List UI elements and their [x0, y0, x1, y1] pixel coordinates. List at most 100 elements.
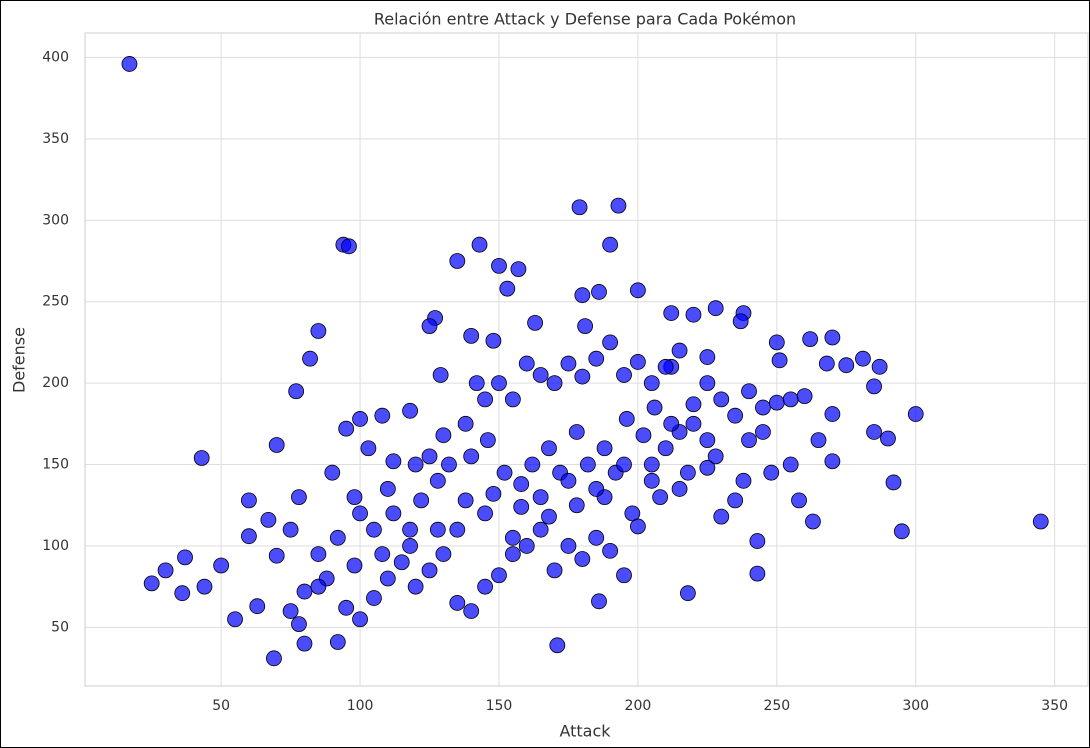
point: [855, 350, 871, 367]
point: [421, 448, 438, 465]
point: [513, 476, 530, 492]
point: [782, 456, 799, 473]
point: [282, 521, 299, 538]
point: [352, 411, 368, 427]
point: [477, 578, 493, 595]
point: [763, 464, 780, 481]
point: [707, 448, 724, 465]
y-tick-label: 250: [42, 294, 69, 310]
point: [241, 492, 257, 509]
point: [596, 440, 613, 457]
point: [727, 492, 744, 509]
point: [393, 554, 410, 571]
point: [574, 287, 591, 304]
point: [818, 355, 835, 372]
point: [402, 538, 418, 554]
point: [838, 357, 855, 374]
point: [643, 472, 660, 489]
point: [602, 542, 619, 559]
point: [579, 456, 596, 473]
point: [574, 368, 591, 385]
point: [468, 375, 485, 392]
point: [755, 399, 771, 416]
point: [866, 424, 882, 440]
point: [338, 420, 355, 437]
point: [449, 595, 466, 611]
point: [713, 391, 730, 408]
point: [374, 546, 391, 562]
point: [227, 611, 243, 628]
point: [527, 314, 543, 331]
point: [260, 512, 277, 528]
point: [249, 598, 266, 615]
point: [296, 583, 313, 600]
point: [432, 367, 449, 383]
point: [768, 334, 785, 351]
point: [366, 521, 382, 538]
point: [791, 492, 807, 509]
point: [532, 489, 549, 506]
point: [407, 578, 424, 595]
point: [346, 557, 363, 574]
point: [699, 459, 716, 476]
point: [385, 505, 402, 522]
point: [574, 551, 591, 567]
point: [491, 375, 507, 392]
point: [568, 497, 585, 514]
point: [463, 448, 480, 465]
point: [768, 394, 785, 411]
chart-title: Relación entre Attack y Defense para Cad…: [374, 10, 796, 29]
point: [643, 456, 660, 473]
point: [485, 332, 502, 349]
point: [174, 585, 191, 602]
point: [880, 430, 896, 447]
point: [630, 354, 646, 370]
point: [749, 565, 766, 582]
point: [735, 472, 752, 489]
x-tick-label: 300: [902, 698, 929, 714]
point: [652, 489, 669, 506]
point: [435, 546, 452, 562]
point: [727, 407, 744, 424]
point: [366, 590, 382, 606]
point: [402, 402, 418, 419]
point: [441, 456, 457, 473]
point: [352, 611, 368, 628]
point: [630, 518, 646, 535]
point: [341, 238, 357, 255]
point: [213, 557, 230, 574]
point: [518, 355, 535, 372]
point: [560, 355, 577, 372]
point: [741, 383, 757, 400]
point: [588, 481, 605, 497]
point: [429, 472, 446, 489]
point: [546, 562, 563, 579]
point: [685, 306, 702, 323]
point: [504, 529, 521, 546]
point: [732, 313, 749, 330]
point: [291, 489, 307, 506]
point: [496, 464, 513, 481]
point: [449, 521, 466, 538]
point: [541, 508, 557, 525]
point: [541, 440, 557, 457]
point: [310, 546, 327, 562]
point: [560, 538, 577, 554]
point: [266, 650, 282, 667]
point: [407, 456, 424, 473]
y-tick-label: 100: [42, 538, 69, 554]
x-tick-label: 200: [625, 698, 652, 714]
point: [518, 538, 535, 554]
point: [671, 481, 688, 497]
point: [577, 318, 594, 335]
point: [429, 521, 446, 538]
point: [663, 415, 680, 432]
x-tick-label: 250: [763, 698, 790, 714]
point: [805, 513, 821, 530]
point: [324, 464, 341, 481]
point: [374, 407, 391, 424]
point: [602, 334, 619, 351]
point: [907, 406, 924, 422]
y-tick-label: 50: [51, 619, 69, 635]
point: [449, 253, 466, 269]
